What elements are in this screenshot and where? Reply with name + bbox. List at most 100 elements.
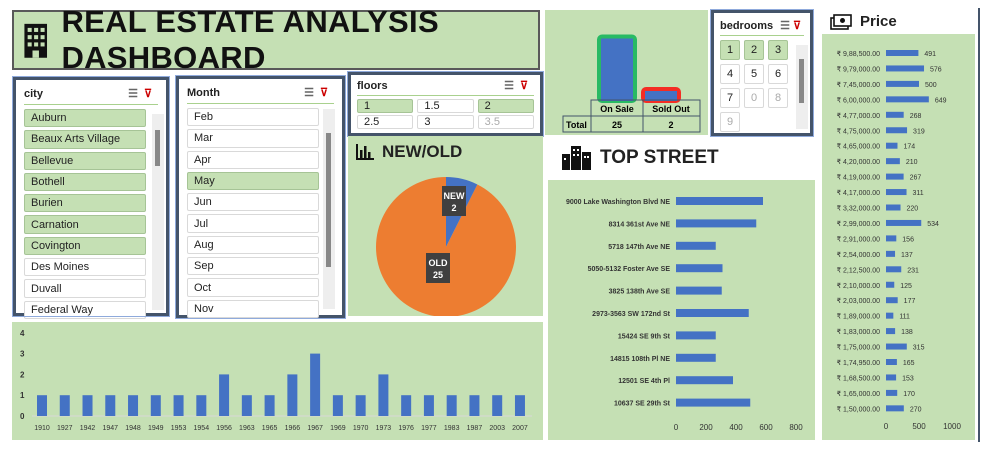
multi-select-icon[interactable]: ☰ bbox=[128, 88, 144, 100]
x-tick-label: 1970 bbox=[353, 425, 369, 432]
bar bbox=[264, 395, 275, 416]
bar bbox=[886, 96, 929, 103]
bar bbox=[886, 297, 898, 304]
data-label: 153 bbox=[902, 375, 914, 382]
floors-slicer-item[interactable]: 3.5 bbox=[477, 115, 534, 129]
category-label: ₹ 4,19,000.00 bbox=[837, 174, 880, 182]
category-label: 8314 361st Ave NE bbox=[609, 221, 671, 228]
bar bbox=[332, 395, 343, 416]
month-slicer-item[interactable]: Feb bbox=[187, 108, 319, 127]
month-slicer-item[interactable]: Apr bbox=[187, 150, 319, 169]
city-slicer-item[interactable]: Burien bbox=[24, 194, 146, 213]
bedrooms-slicer-item[interactable]: 9 bbox=[720, 112, 740, 132]
x-tick-label: 1927 bbox=[57, 425, 73, 432]
category-label: ₹ 3,32,000.00 bbox=[837, 205, 880, 213]
clear-filter-icon[interactable]: ⊽ bbox=[319, 87, 334, 99]
floors-slicer-item[interactable]: 3 bbox=[417, 115, 474, 129]
city-slicer-item[interactable]: Beaux Arts Village bbox=[24, 130, 146, 149]
category-label: 14815 108th Pl NE bbox=[610, 356, 670, 363]
floors-slicer-item[interactable]: 2.5 bbox=[357, 115, 414, 129]
month-slicer-item[interactable]: Nov bbox=[187, 299, 319, 318]
sale-status-bar bbox=[645, 91, 677, 101]
x-tick-label: 1947 bbox=[102, 425, 118, 432]
bar bbox=[676, 331, 716, 340]
city-slicer-item[interactable]: Auburn bbox=[24, 109, 146, 128]
bar bbox=[105, 395, 116, 416]
table-cell: 25 bbox=[612, 120, 622, 130]
x-tick-label: 2003 bbox=[489, 425, 505, 432]
bedrooms-slicer-item[interactable]: 6 bbox=[768, 64, 788, 84]
month-slicer-item[interactable]: May bbox=[187, 171, 319, 191]
category-label: ₹ 4,75,000.00 bbox=[837, 127, 880, 135]
scrollbar-thumb[interactable] bbox=[326, 133, 331, 267]
month-slicer-item[interactable]: Oct bbox=[187, 278, 319, 297]
city-slicer-item[interactable]: Carnation bbox=[24, 215, 146, 234]
bar bbox=[886, 266, 902, 273]
data-label: 534 bbox=[927, 221, 939, 228]
floors-slicer-item[interactable]: 1 bbox=[357, 99, 414, 113]
page-title: REAL ESTATE ANALYSIS DASHBOARD bbox=[61, 4, 439, 75]
bedrooms-slicer-item[interactable]: 2 bbox=[744, 40, 764, 60]
scrollbar-thumb[interactable] bbox=[799, 59, 804, 103]
building-icon bbox=[24, 23, 48, 58]
city-slicer-item[interactable]: Des Moines bbox=[24, 258, 146, 277]
x-tick-label: 1910 bbox=[34, 425, 50, 432]
bedrooms-slicer-item[interactable]: 5 bbox=[744, 64, 764, 84]
floors-slicer-item[interactable]: 1.5 bbox=[417, 99, 474, 113]
bedrooms-slicer-item[interactable]: 4 bbox=[720, 64, 740, 84]
bar bbox=[676, 264, 723, 273]
month-slicer-item[interactable]: Jun bbox=[187, 193, 319, 212]
clear-filter-icon[interactable]: ⊽ bbox=[519, 80, 534, 92]
category-label: ₹ 1,83,000.00 bbox=[837, 328, 880, 336]
bar bbox=[37, 395, 47, 416]
bar bbox=[886, 328, 896, 335]
category-label: ₹ 1,50,000.00 bbox=[837, 405, 880, 413]
category-label: ₹ 4,65,000.00 bbox=[837, 143, 880, 151]
bar bbox=[676, 353, 716, 362]
bedrooms-slicer-item[interactable]: 3 bbox=[768, 40, 788, 60]
floors-slicer-item[interactable]: 2 bbox=[477, 99, 534, 113]
city-slicer-item[interactable]: Federal Way bbox=[24, 300, 146, 319]
bar bbox=[676, 197, 763, 205]
month-slicer-item[interactable]: Aug bbox=[187, 235, 319, 255]
scrollbar-thumb[interactable] bbox=[155, 130, 160, 166]
bar bbox=[886, 374, 897, 381]
bedrooms-slicer-item[interactable]: 1 bbox=[720, 40, 740, 60]
x-tick-label: 1956 bbox=[216, 425, 232, 432]
new-old-panel: NEW/OLD NEW 2 OLD 25 bbox=[348, 136, 543, 316]
bedrooms-slicer-item[interactable]: 0 bbox=[744, 88, 764, 108]
category-label: 3825 138th Ave SE bbox=[609, 289, 671, 296]
city-slicer-item[interactable]: Bothell bbox=[24, 172, 146, 192]
bar bbox=[886, 65, 925, 72]
category-label: ₹ 2,99,000.00 bbox=[837, 220, 880, 228]
price-header: Price bbox=[830, 13, 897, 30]
bedrooms-slicer-title: bedrooms bbox=[720, 19, 774, 32]
multi-select-icon[interactable]: ☰ bbox=[780, 20, 793, 32]
category-label: ₹ 9,88,500.00 bbox=[837, 50, 880, 58]
price-title: Price bbox=[860, 13, 897, 30]
month-slicer-item[interactable]: Mar bbox=[187, 129, 319, 148]
data-label: 576 bbox=[930, 66, 942, 73]
bar bbox=[82, 395, 93, 416]
clear-filter-icon[interactable]: ⊽ bbox=[143, 88, 158, 100]
multi-select-icon[interactable]: ☰ bbox=[504, 80, 520, 92]
category-label: 12501 SE 4th Pl bbox=[618, 378, 670, 385]
x-tick-label: 1966 bbox=[285, 425, 301, 432]
bar bbox=[219, 374, 230, 416]
table-row-label: Total bbox=[566, 120, 587, 130]
x-tick-label: 2007 bbox=[512, 425, 528, 432]
x-tick-label: 1977 bbox=[421, 425, 437, 432]
clear-filter-icon[interactable]: ⊽ bbox=[792, 20, 804, 32]
city-slicer-item[interactable]: Duvall bbox=[24, 279, 146, 298]
bar bbox=[173, 395, 184, 416]
bedrooms-slicer-item[interactable]: 7 bbox=[720, 88, 740, 108]
city-slicer-item[interactable]: Bellevue bbox=[24, 151, 146, 170]
multi-select-icon[interactable]: ☰ bbox=[304, 87, 320, 99]
dashboard-title-banner: REAL ESTATE ANALYSIS DASHBOARD bbox=[12, 4, 540, 75]
city-buildings-icon bbox=[562, 146, 591, 170]
city-slicer-item[interactable]: Covington bbox=[24, 236, 146, 256]
month-slicer-item[interactable]: Sep bbox=[187, 257, 319, 276]
month-slicer-item[interactable]: Jul bbox=[187, 214, 319, 233]
x-tick-label: 1948 bbox=[125, 425, 141, 432]
bedrooms-slicer-item[interactable]: 8 bbox=[768, 88, 788, 108]
